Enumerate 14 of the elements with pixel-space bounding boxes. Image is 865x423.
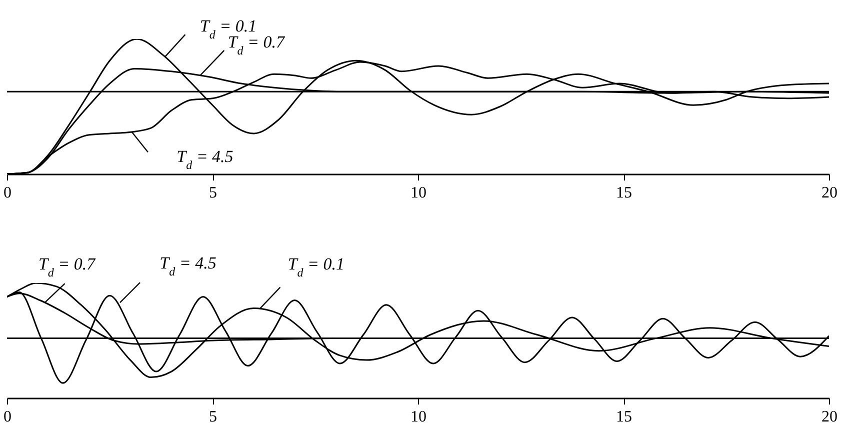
- x-tick-label: 0: [4, 408, 12, 423]
- annotation: T$_{d}$ = 4.5: [160, 254, 216, 279]
- x-tick-label: 15: [616, 408, 632, 423]
- x-tick-label: 0: [4, 184, 12, 202]
- x-tick-label: 5: [209, 408, 217, 423]
- x-tick-label: 5: [209, 184, 217, 202]
- x-tick-label: 15: [616, 184, 632, 202]
- x-tick-label: 20: [822, 408, 838, 423]
- x-tick-label: 10: [410, 184, 426, 202]
- annotation: T$_{d}$ = 0.7: [38, 254, 97, 280]
- annotation: T$_{d}$ = 0.1: [288, 254, 345, 280]
- x-tick-label: 20: [822, 184, 838, 202]
- x-tick-label: 10: [410, 408, 426, 423]
- annotation: T$_{d}$ = 4.5: [176, 147, 234, 172]
